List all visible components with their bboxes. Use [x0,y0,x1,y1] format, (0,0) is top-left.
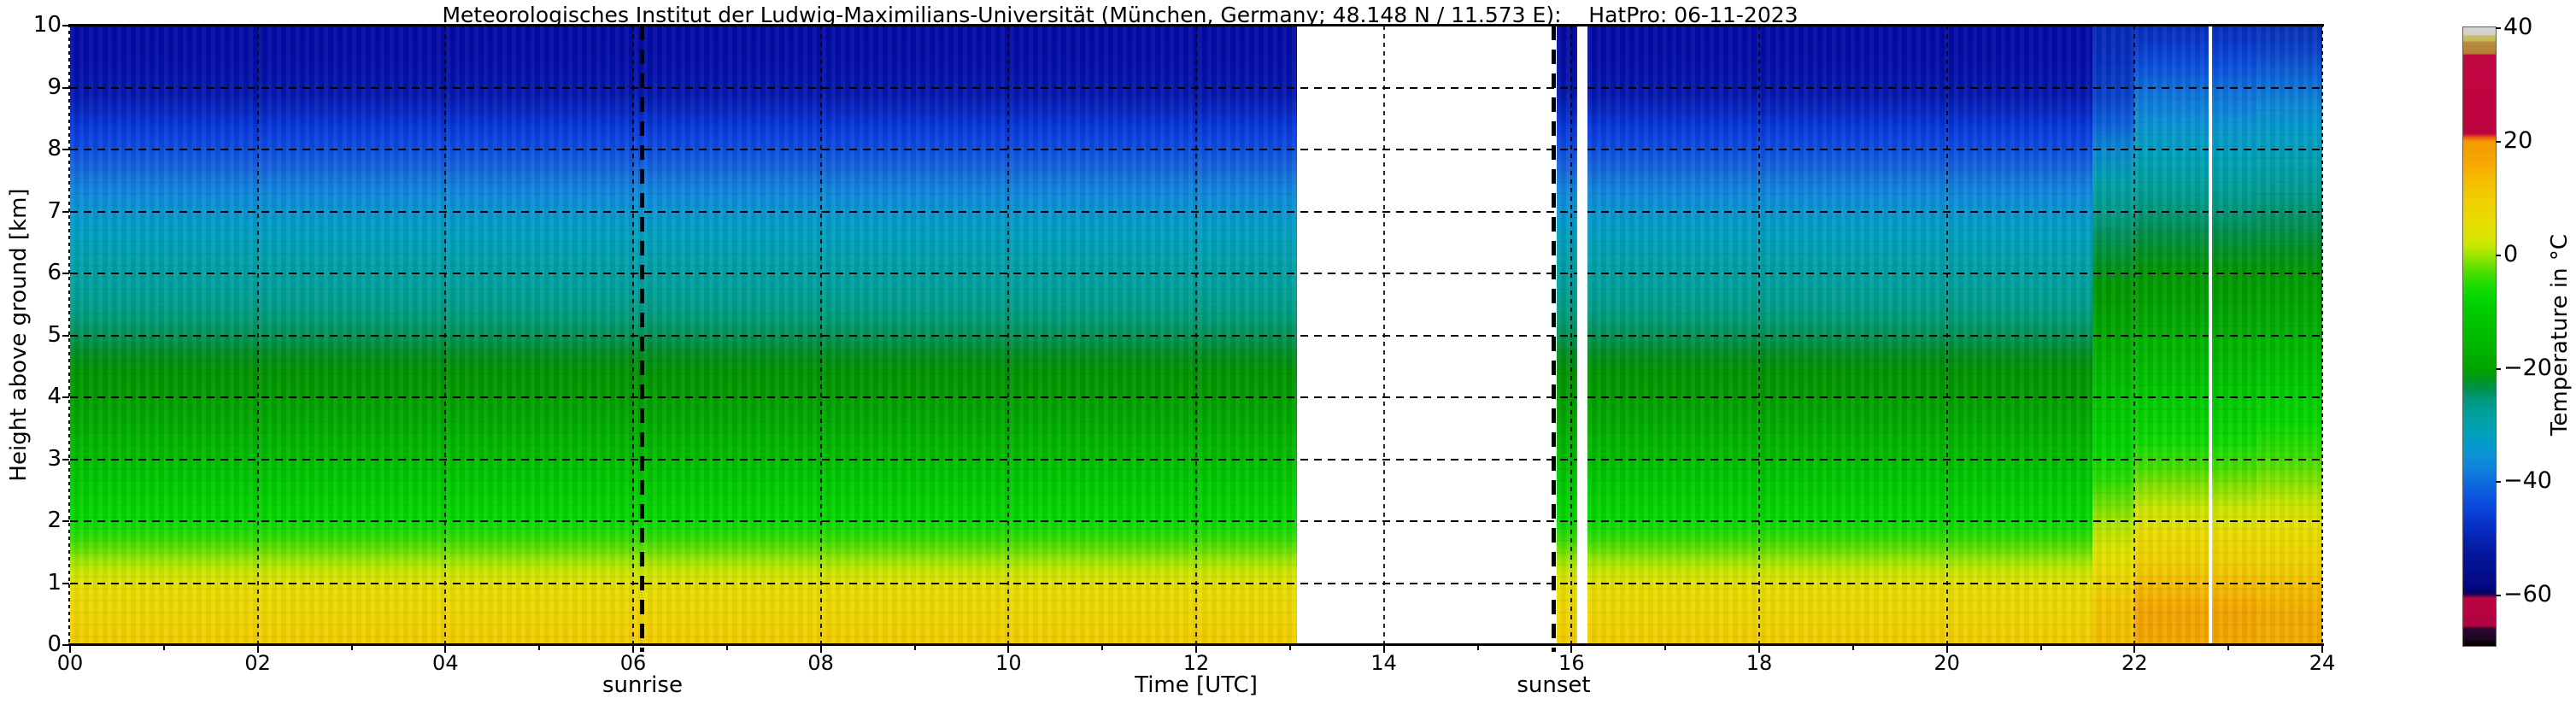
x-tick-06 [632,646,634,653]
x-tick-label-18: 18 [1746,651,1773,675]
x-minor-tick-1h [162,646,165,650]
x-tick-label-02: 02 [244,651,271,675]
y-tick-label-10km: 10 [32,12,62,38]
y-tick-label-3km: 3 [47,445,62,472]
data-gap-2 [1576,26,1587,645]
colorbar-tick-0 [2496,254,2501,256]
gridline-18h [1758,26,1760,645]
x-minor-tick-3h [350,646,353,650]
x-minor-tick-9h [913,646,916,650]
plot-top-spine [68,24,2324,26]
x-tick-08 [819,646,822,653]
sunrise-line [640,26,645,652]
x-tick-label-22: 22 [2121,651,2148,675]
colorbar-tick-−60 [2496,595,2501,597]
sunrise-label: sunrise [601,672,683,698]
plot-left-spine [68,24,70,646]
x-tick-label-16: 16 [1558,651,1585,675]
y-tick-1km [62,582,69,584]
colorbar-tick-label-40: 40 [2503,13,2533,40]
gridline-16h [1570,26,1573,645]
gridline-22h [2133,26,2136,645]
x-tick-label-00: 00 [56,651,84,675]
colorbar-tick-label-−40: −40 [2503,467,2552,495]
y-tick-3km [62,458,69,461]
x-tick-16 [1570,646,1573,653]
x-tick-24 [2321,646,2323,653]
y-tick-label-0km: 0 [47,631,62,657]
x-tick-02 [256,646,259,653]
x-tick-label-24: 24 [2309,651,2336,675]
colorbar-tick-20 [2496,140,2501,143]
y-tick-8km [62,149,69,150]
y-tick-label-4km: 4 [47,384,62,409]
x-minor-tick-7h [725,646,728,650]
x-minor-tick-21h [2039,646,2042,650]
y-tick-label-1km: 1 [47,569,62,595]
plot-bottom-spine [68,643,2324,646]
x-tick-label-10: 10 [995,651,1022,675]
chart-title: Meteorologisches Institut der Ludwig-Max… [442,3,1799,27]
gridline-8h [819,26,822,645]
x-minor-tick-5h [538,646,541,650]
y-tick-label-7km: 7 [47,197,62,224]
heatmap-plot-area [70,26,2322,645]
colorbar-tick-label-−20: −20 [2503,354,2552,381]
sunset-label: sunset [1517,672,1591,698]
y-tick-10km [62,25,69,26]
y-tick-7km [62,210,69,213]
x-tick-18 [1758,646,1760,653]
x-tick-20 [1945,646,1948,653]
x-minor-tick-13h [1288,646,1291,650]
gridline-12h [1195,26,1197,645]
y-tick-label-9km: 9 [47,73,62,100]
y-tick-label-2km: 2 [47,507,62,533]
y-tick-0km [62,644,69,646]
x-minor-tick-23h [2227,646,2230,650]
x-tick-label-08: 08 [807,651,834,675]
gridline-20h [1945,26,1948,645]
x-minor-tick-19h [1851,646,1854,650]
x-tick-label-06: 06 [619,651,647,675]
y-tick-label-6km: 6 [47,260,62,285]
colorbar-tick-−40 [2496,481,2501,484]
x-tick-10 [1007,646,1010,653]
y-tick-label-8km: 8 [47,136,62,161]
gridline-6h [632,26,634,645]
y-tick-5km [62,334,69,337]
y-tick-2km [62,520,69,522]
colorbar-label: Temperature in °C [2547,233,2573,437]
x-tick-04 [444,646,447,653]
x-tick-00 [69,646,71,653]
x-tick-label-14: 14 [1370,651,1397,675]
x-tick-12 [1195,646,1197,653]
colorbar-tick-40 [2496,26,2501,29]
x-tick-22 [2133,646,2136,653]
gridline-4h [444,26,447,645]
gridline-14h [1382,26,1385,645]
gridline-2h [256,26,259,645]
colorbar [2462,26,2497,647]
x-tick-label-12: 12 [1182,651,1210,675]
y-tick-6km [62,273,69,274]
y-tick-4km [62,396,69,398]
colorbar-tick-label-−60: −60 [2503,581,2552,608]
sunset-line [1551,26,1556,652]
white-marker-line [2209,26,2213,645]
x-tick-14 [1382,646,1385,653]
x-tick-label-04: 04 [432,651,459,675]
x-minor-tick-11h [1101,646,1104,650]
colorbar-tick-label-0: 0 [2503,240,2519,267]
x-tick-label-20: 20 [1933,651,1960,675]
colorbar-tick-−20 [2496,367,2501,370]
x-minor-tick-17h [1664,646,1667,650]
y-tick-9km [62,86,69,89]
y-tick-label-5km: 5 [47,321,62,348]
plot-right-spine [2321,24,2323,646]
gridline-10h [1007,26,1010,645]
colorbar-tick-label-20: 20 [2503,126,2533,154]
x-axis-label: Time [UTC] [1135,672,1258,698]
x-minor-tick-15h [1476,646,1479,650]
